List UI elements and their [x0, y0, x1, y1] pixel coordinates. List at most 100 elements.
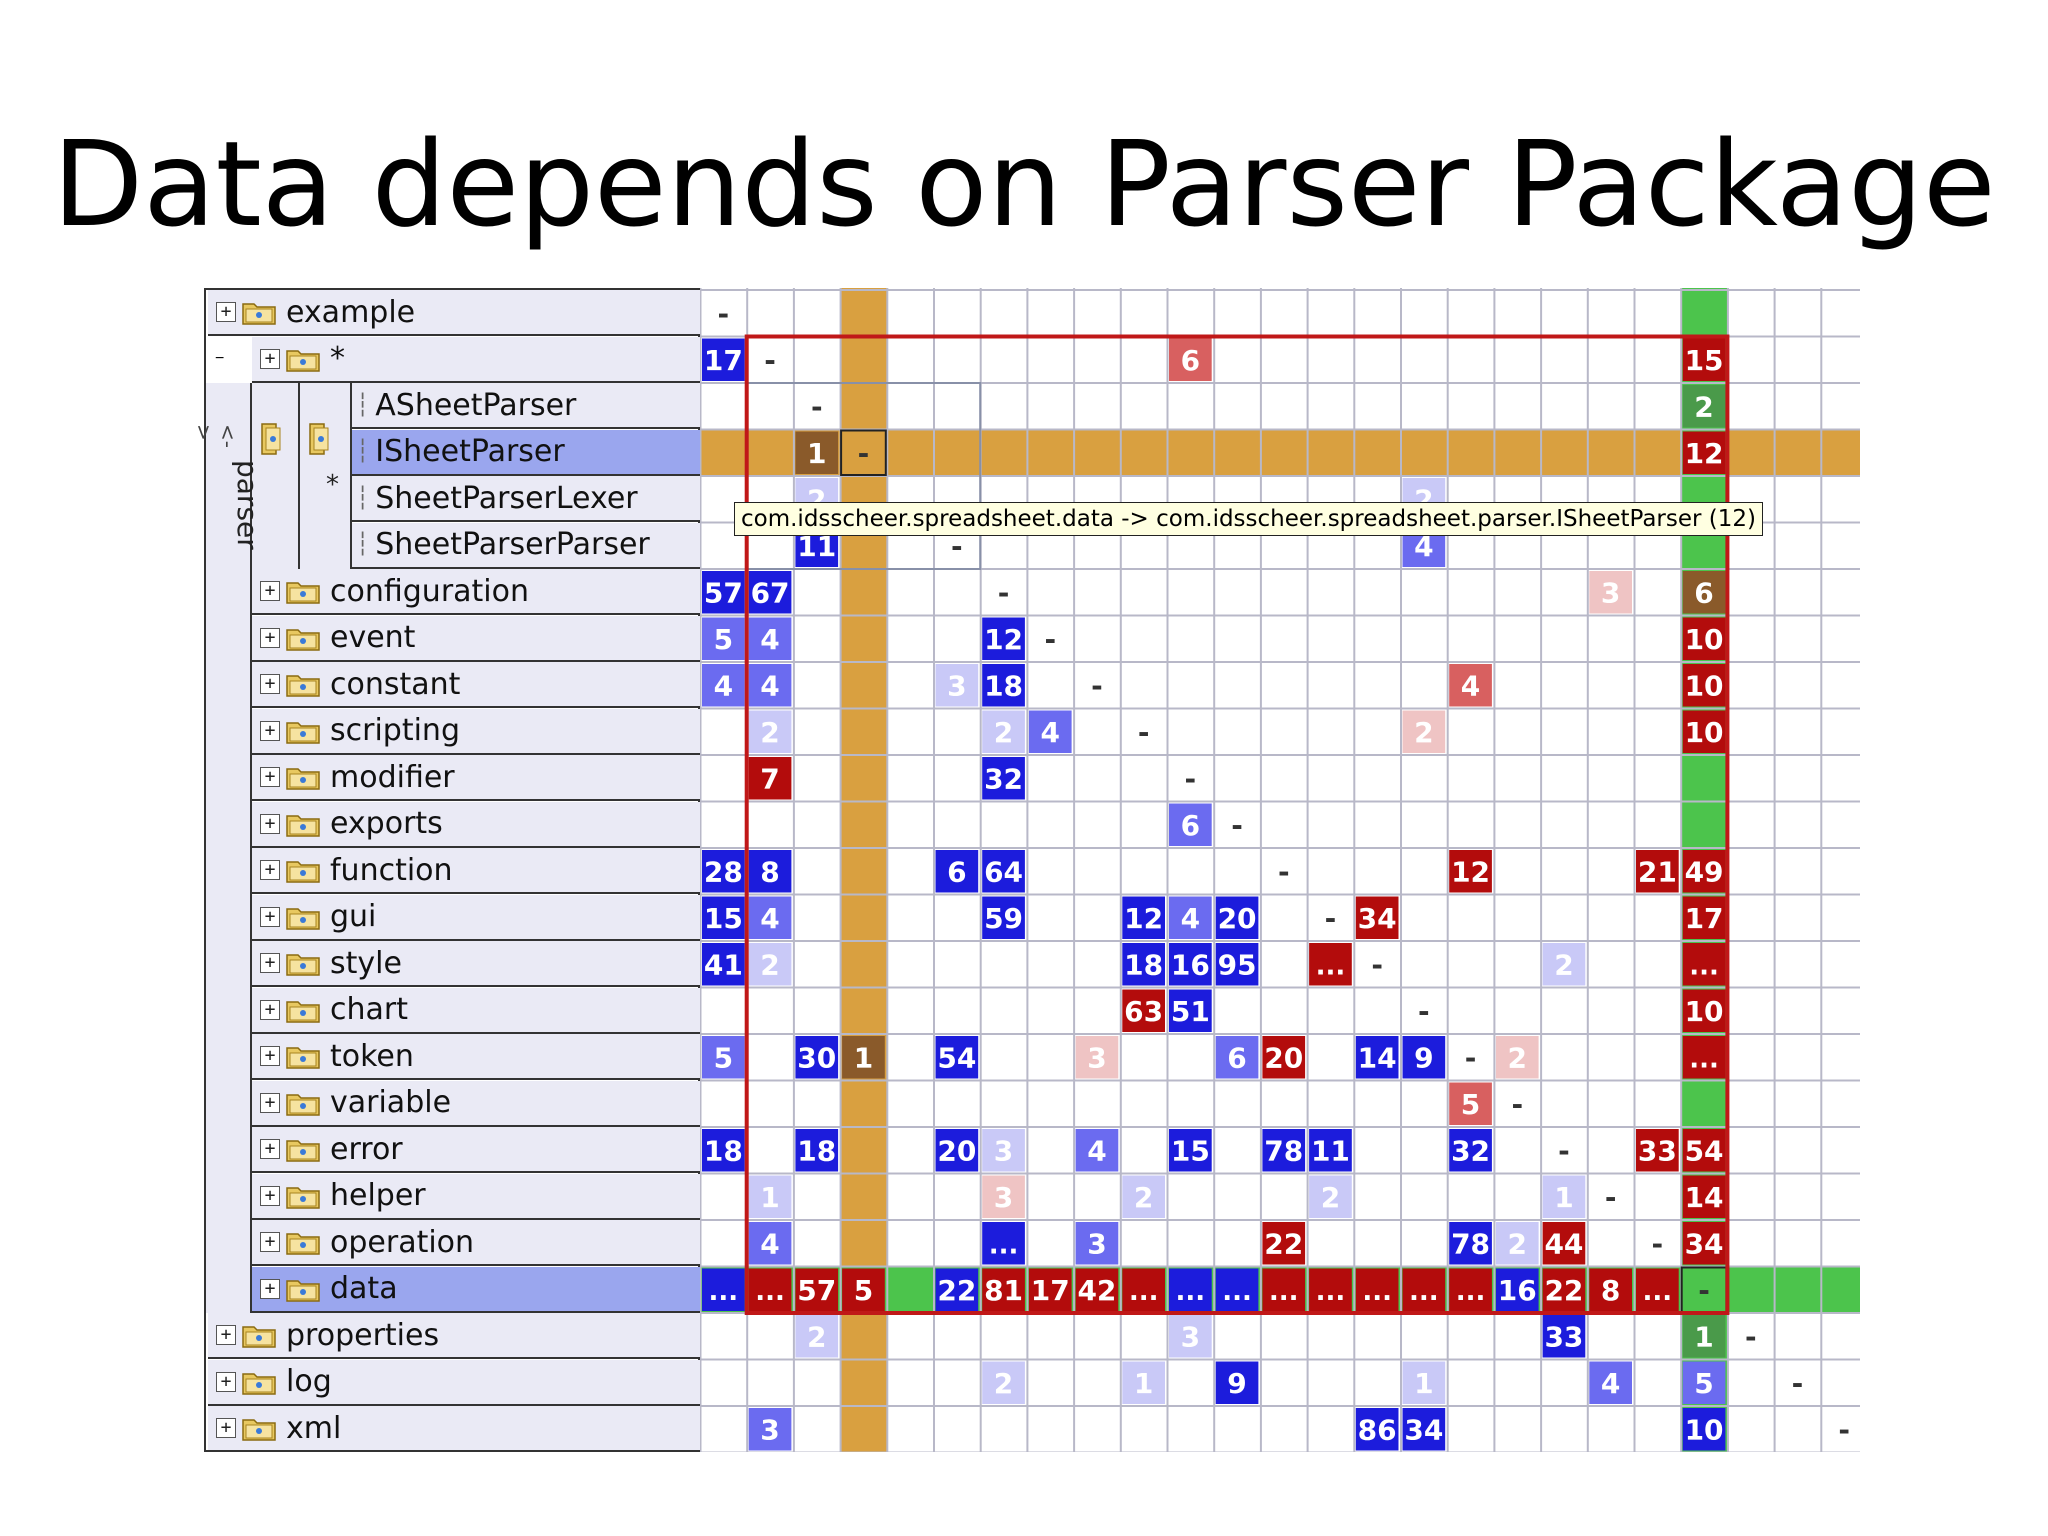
- tree-row-example[interactable]: + example: [208, 290, 700, 336]
- package-folder-icon: [286, 582, 320, 604]
- tree-row-sheetparserparser[interactable]: ┆ SheetParserParser: [352, 522, 700, 569]
- expand-toggle-icon[interactable]: +: [260, 767, 280, 787]
- expand-toggle-icon[interactable]: +: [260, 1092, 280, 1113]
- matrix-cell-value: ...: [1362, 1277, 1392, 1307]
- tree-row-log[interactable]: + log: [208, 1359, 700, 1406]
- tree-connector-icon: ┆: [356, 439, 370, 464]
- tree-row-event[interactable]: + event: [252, 615, 700, 662]
- tree-row-label: log: [286, 1364, 332, 1399]
- matrix-cell-value: 6: [1181, 809, 1200, 842]
- matrix-cell: [1169, 943, 1212, 986]
- matrix-cell: [1309, 1268, 1352, 1311]
- expand-toggle-icon[interactable]: +: [260, 906, 280, 927]
- matrix-cell: [1682, 664, 1726, 707]
- tree-row-sheetparserlexer[interactable]: ┆ SheetParserLexer: [352, 476, 700, 522]
- matrix-cell-value: 18: [984, 669, 1023, 702]
- matrix-cell-value: 81: [984, 1274, 1023, 1307]
- matrix-cell-value: 28: [704, 855, 743, 888]
- tree-row-style[interactable]: + style: [252, 941, 700, 987]
- matrix-cell-value: 3: [947, 669, 966, 702]
- matrix-cell: [795, 1036, 839, 1079]
- tree-row-asheetparser[interactable]: ┆ ASheetParser: [352, 383, 700, 429]
- matrix-cell-value: -: [1652, 1227, 1664, 1260]
- matrix-cell-value: 16: [1171, 948, 1210, 981]
- tree-row-scripting[interactable]: + scripting: [252, 708, 700, 755]
- tree-row-isheetparser[interactable]: ┆ ISheetParser: [352, 429, 700, 476]
- matrix-cell: [702, 1268, 745, 1311]
- matrix-cell: [1122, 1175, 1165, 1218]
- expand-toggle-icon[interactable]: +: [260, 1185, 280, 1206]
- matrix-cell-value: 21: [1638, 855, 1677, 888]
- tree-row-xml[interactable]: + xml: [208, 1406, 700, 1452]
- expand-toggle-icon[interactable]: +: [260, 581, 280, 601]
- tree-row-label: xml: [286, 1410, 342, 1446]
- expand-toggle-icon[interactable]: +: [260, 627, 280, 648]
- matrix-cell: [702, 664, 745, 707]
- matrix-cell-value: 33: [1544, 1320, 1583, 1353]
- expand-toggle-icon[interactable]: +: [260, 1139, 280, 1159]
- matrix-cell-value: 2: [994, 716, 1013, 749]
- matrix-cell: [1682, 943, 1726, 986]
- package-folder-icon: [286, 628, 320, 651]
- tree-row-data[interactable]: + data: [252, 1266, 700, 1313]
- tree-connector-icon: ┆: [356, 392, 370, 418]
- package-folder-icon: [286, 954, 320, 976]
- dependency-tooltip: com.idsscheer.spreadsheet.data -> com.id…: [734, 502, 1763, 536]
- expand-toggle-icon[interactable]: +: [216, 302, 236, 322]
- matrix-cell-value: ...: [1643, 1277, 1673, 1307]
- expand-toggle-icon[interactable]: +: [216, 1325, 236, 1345]
- tree-row-label: modifier: [330, 759, 455, 795]
- matrix-cell-value: 44: [1544, 1227, 1583, 1260]
- matrix-cell-value: 15: [1171, 1134, 1210, 1167]
- tree-row-exports[interactable]: + exports: [252, 801, 700, 848]
- tree-row-variable[interactable]: + variable: [252, 1080, 700, 1127]
- matrix-cell-value: 57: [704, 576, 743, 609]
- expand-toggle-icon[interactable]: +: [216, 1371, 236, 1392]
- tree-row-gui[interactable]: + gui: [252, 894, 700, 941]
- matrix-cell-value: 12: [1685, 437, 1724, 470]
- expand-toggle-icon[interactable]: +: [260, 860, 280, 880]
- expand-toggle-icon[interactable]: +: [260, 1046, 280, 1066]
- expand-toggle-icon[interactable]: +: [260, 1278, 280, 1299]
- matrix-cell-value: 5: [714, 1041, 733, 1074]
- collapse-toggle-icon[interactable]: −: [215, 349, 225, 367]
- expand-toggle-icon[interactable]: +: [260, 953, 280, 973]
- tree-row-helper[interactable]: + helper: [252, 1173, 700, 1220]
- matrix-cell: [1636, 1129, 1679, 1172]
- tree-row-error[interactable]: + error: [252, 1127, 700, 1173]
- tree-row-chart[interactable]: + chart: [252, 987, 700, 1034]
- expand-toggle-icon[interactable]: +: [260, 720, 280, 741]
- matrix-cell-value: 86: [1358, 1413, 1397, 1446]
- matrix-cell-value: 2: [807, 1320, 826, 1353]
- matrix-cell: [982, 1129, 1025, 1172]
- expand-toggle-icon[interactable]: +: [260, 813, 280, 834]
- expand-toggle-icon[interactable]: +: [260, 348, 280, 369]
- matrix-cell-value: 17: [1685, 902, 1724, 935]
- tree-row-properties[interactable]: + properties: [208, 1313, 700, 1359]
- tree-row-operation[interactable]: + operation: [252, 1220, 700, 1266]
- tree-row-modifier[interactable]: + modifier: [252, 755, 700, 801]
- matrix-cell-value: 3: [760, 1413, 779, 1446]
- tree-row-label: function: [330, 852, 453, 888]
- tree-row-parser-root[interactable]: + *: [252, 336, 700, 383]
- matrix-cell: [1682, 385, 1726, 428]
- matrix-cell: [702, 617, 745, 660]
- expand-toggle-icon[interactable]: +: [216, 1418, 236, 1438]
- matrix-cell: [1262, 1036, 1306, 1079]
- matrix-cell: [935, 664, 979, 707]
- matrix-cell-value: ...: [1689, 1044, 1719, 1074]
- expand-toggle-icon[interactable]: +: [260, 999, 280, 1020]
- matrix-cell: [795, 1268, 839, 1311]
- expand-toggle-icon[interactable]: +: [260, 674, 280, 694]
- package-folder-icon: [242, 1326, 276, 1348]
- expand-toggle-icon[interactable]: +: [260, 1232, 280, 1252]
- matrix-cell-value: 2: [760, 948, 779, 981]
- tree-row-function[interactable]: + function: [252, 848, 700, 894]
- matrix-cell-value: 2: [1321, 1181, 1340, 1214]
- tree-row-constant[interactable]: + constant: [252, 662, 700, 708]
- tree-row-token[interactable]: + token: [252, 1034, 700, 1080]
- matrix-cell-value: 12: [1451, 855, 1490, 888]
- collapse-arrow-icon[interactable]: <->: [192, 424, 240, 448]
- matrix-cell: [1589, 1268, 1632, 1311]
- tree-row-configuration[interactable]: + configuration: [252, 569, 700, 615]
